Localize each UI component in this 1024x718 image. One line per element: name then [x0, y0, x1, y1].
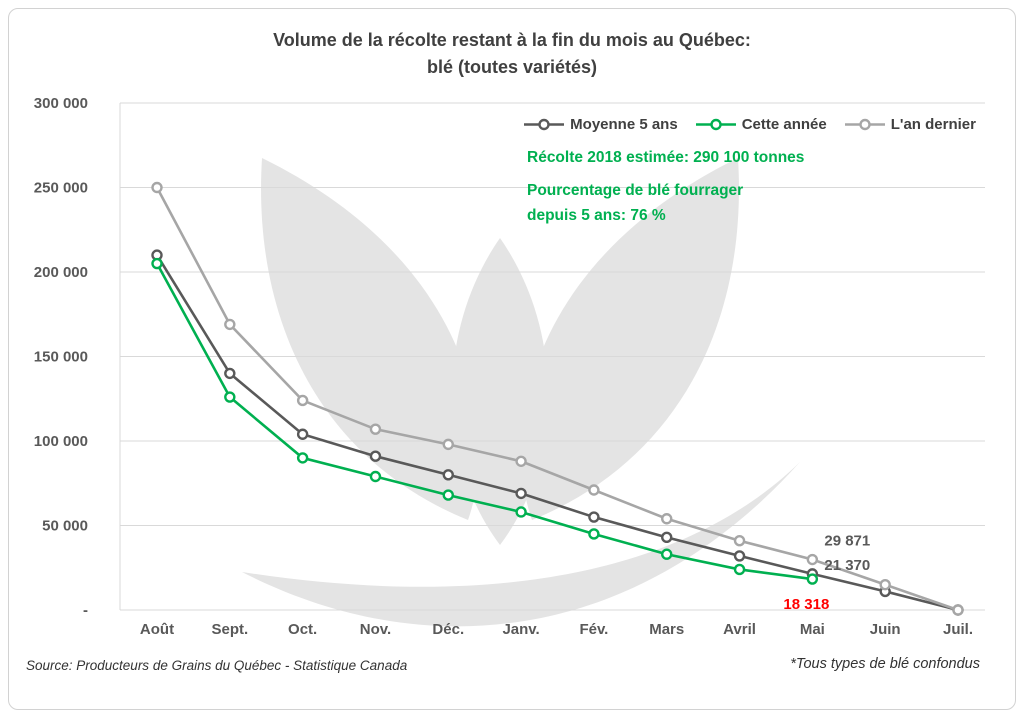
footnote-text: *Tous types de blé confondus — [790, 656, 980, 672]
x-axis-label: Janv. — [502, 621, 539, 638]
chart-title-line2: blé (toutes variétés) — [426, 57, 598, 77]
x-axis-label: Août — [140, 621, 174, 638]
x-axis-label: Mars — [649, 621, 684, 638]
y-tick-label: 150 000 — [34, 349, 88, 366]
x-axis-label: Mai — [800, 621, 825, 638]
data-point-marker — [369, 470, 382, 483]
data-point-marker — [879, 578, 891, 591]
data-point-marker — [661, 531, 673, 544]
data-point-marker — [806, 573, 819, 585]
legend-item-2: L'an dernier — [844, 116, 976, 133]
legend-label: Cette année — [741, 116, 827, 133]
data-point-marker — [952, 604, 964, 616]
legend-label: L'an dernier — [890, 116, 976, 133]
data-point-marker — [442, 489, 454, 501]
data-point-marker — [296, 428, 309, 440]
chart-legend: Moyenne 5 ans Cette année L'an dernier — [524, 116, 976, 133]
watermark-logo — [242, 158, 800, 627]
legend-label: Moyenne 5 ans — [570, 116, 678, 133]
series-line-1 — [155, 262, 813, 581]
data-point-marker — [588, 484, 600, 496]
data-point-marker — [515, 506, 527, 518]
value-label: 29 871 — [824, 533, 870, 550]
data-point-marker — [151, 257, 163, 270]
data-point-marker — [588, 528, 600, 540]
data-point-marker — [515, 487, 527, 500]
y-tick-label: 100 000 — [34, 433, 88, 450]
value-label: 18 318 — [783, 596, 829, 613]
y-tick-label: - — [83, 602, 88, 619]
data-point-marker — [224, 367, 236, 380]
data-point-marker — [588, 511, 600, 523]
x-axis-label: Oct. — [288, 621, 317, 638]
annotation-estimate: Récolte 2018 estimée: 290 100 tonnes — [527, 149, 805, 166]
x-axis-label: Juin — [870, 621, 901, 638]
y-tick-label: 300 000 — [34, 95, 88, 112]
x-axis-label: Nov. — [360, 621, 391, 638]
y-tick-label: 250 000 — [34, 180, 88, 197]
source-text: Source: Producteurs de Grains du Québec … — [26, 658, 408, 673]
data-point-marker — [661, 548, 673, 560]
x-axis-label: Avril — [723, 621, 756, 638]
annotation-fourrager-line1: Pourcentage de blé fourrager — [527, 182, 744, 199]
legend-marker-icon — [695, 118, 736, 131]
legend-marker-icon — [524, 118, 565, 131]
data-point-marker — [296, 394, 309, 407]
data-point-marker — [369, 450, 382, 462]
x-axis-label: Fév. — [579, 621, 608, 638]
legend-item-1: Cette année — [695, 116, 827, 133]
series-line-0 — [155, 254, 959, 612]
x-axis-label: Déc. — [432, 621, 464, 638]
data-point-marker — [442, 469, 454, 481]
x-axis-label: Sept. — [211, 621, 248, 638]
chart-title-line1: Volume de la récolte restant à la fin du… — [273, 30, 751, 50]
annotation-fourrager-line2: depuis 5 ans: 76 % — [527, 207, 666, 224]
annotation-fourrager: Pourcentage de blé fourrager depuis 5 an… — [527, 178, 743, 228]
legend-marker-icon — [844, 118, 885, 131]
data-point-marker — [733, 550, 746, 562]
data-point-marker — [296, 452, 309, 464]
data-point-marker — [515, 455, 527, 467]
data-point-marker — [733, 535, 746, 547]
y-tick-label: 200 000 — [34, 264, 88, 281]
data-point-marker — [661, 513, 673, 525]
data-point-marker — [151, 181, 163, 194]
y-tick-label: 50 000 — [42, 518, 88, 535]
value-label: 21 370 — [824, 557, 870, 574]
data-point-marker — [369, 423, 382, 435]
legend-item-0: Moyenne 5 ans — [524, 116, 678, 133]
data-point-marker — [442, 438, 454, 451]
data-point-marker — [224, 391, 236, 403]
x-axis-label: Juil. — [943, 621, 973, 638]
data-point-marker — [224, 318, 236, 331]
data-point-marker — [806, 553, 819, 566]
chart-title: Volume de la récolte restant à la fin du… — [0, 27, 1024, 81]
data-point-marker — [733, 563, 746, 576]
series-line-2 — [155, 186, 959, 612]
